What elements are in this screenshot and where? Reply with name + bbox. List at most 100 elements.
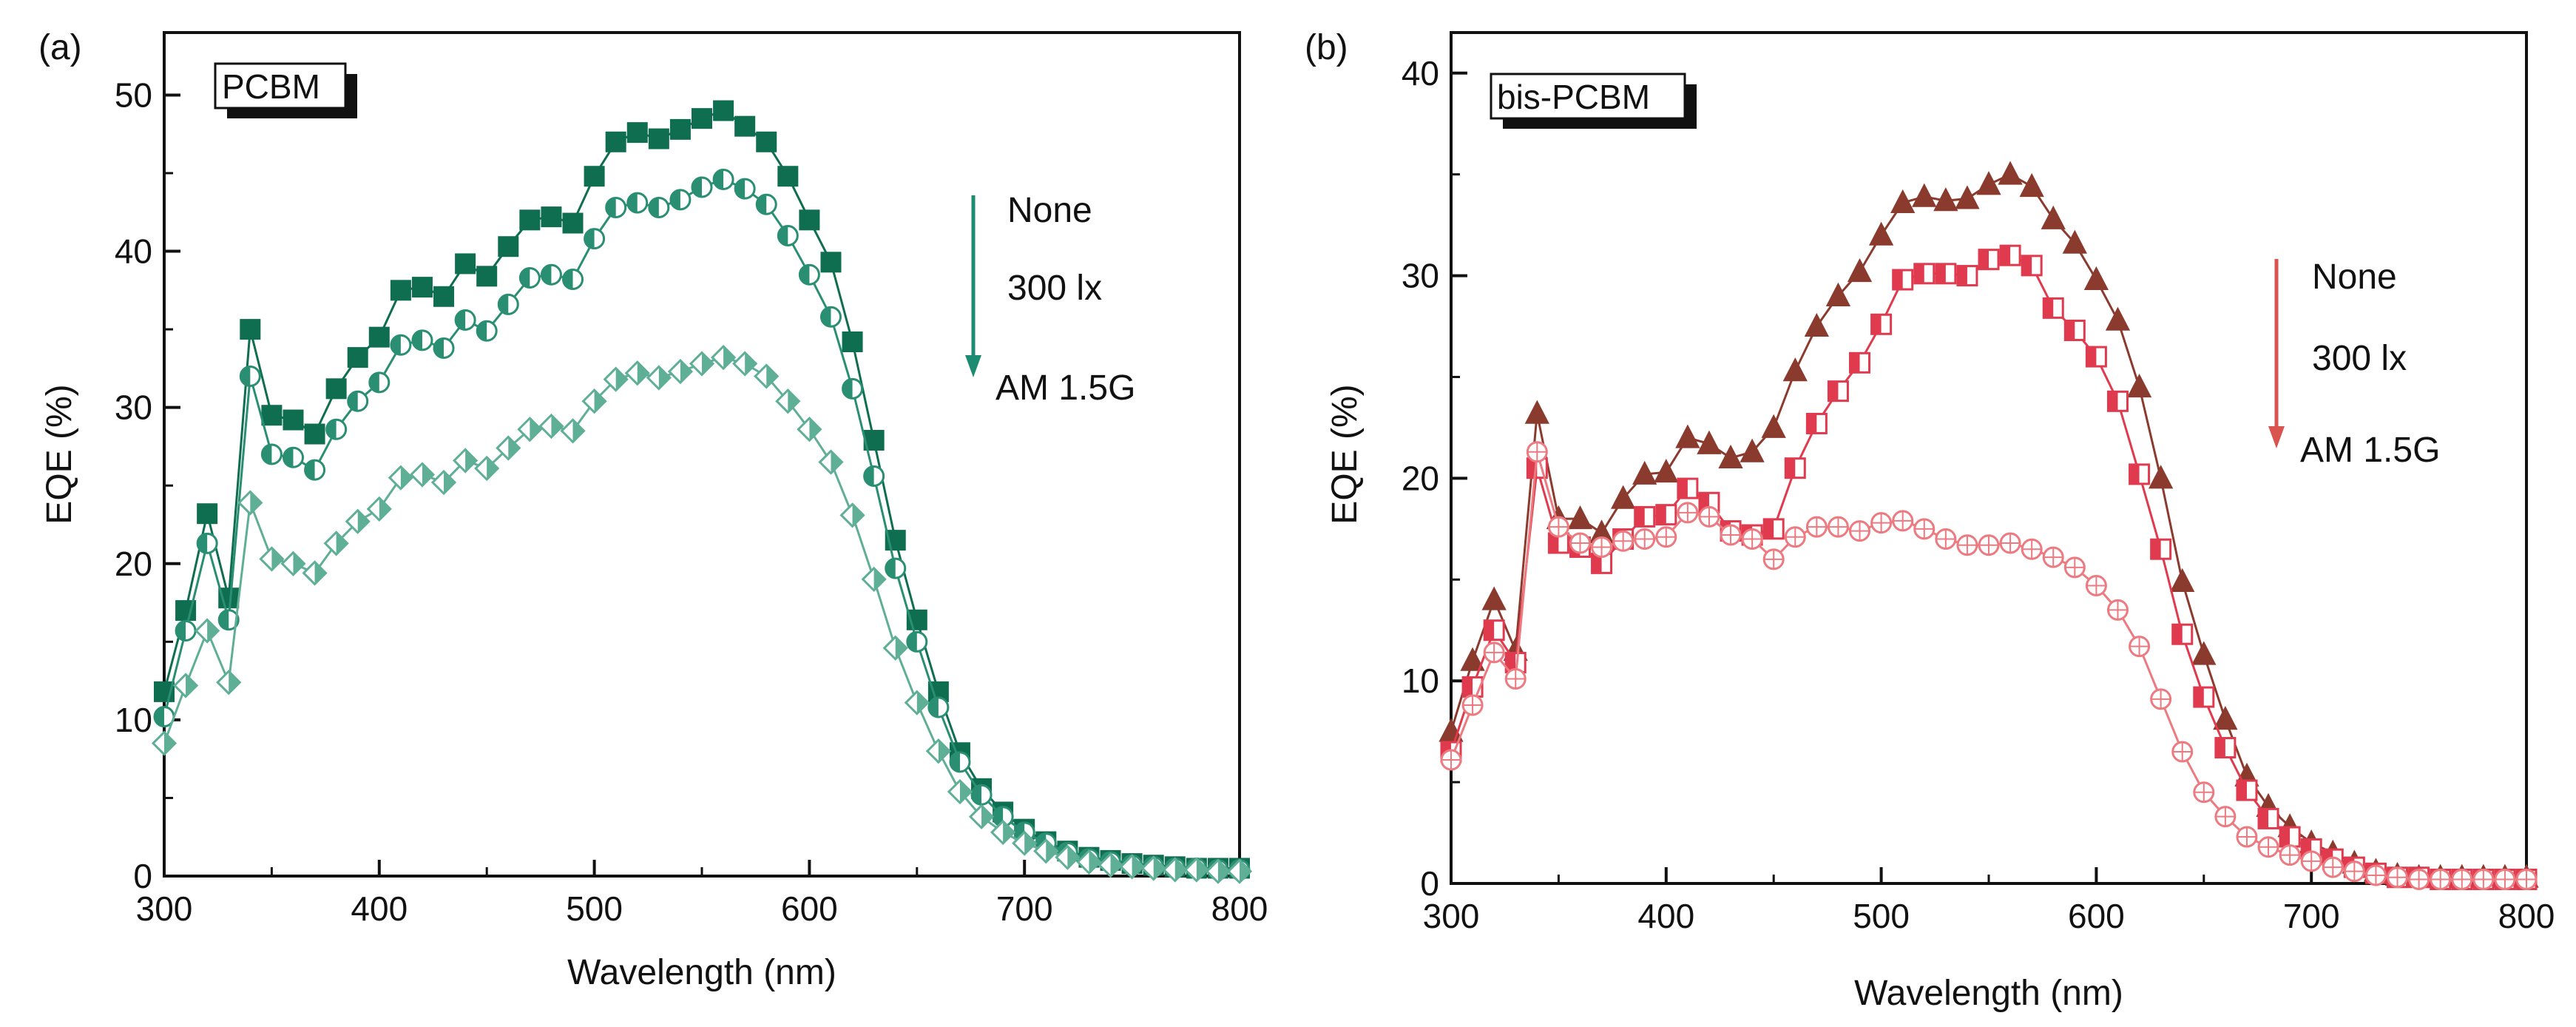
panel-a-series-300-lx-point (476, 320, 498, 342)
panel-a-legend-arrow-head (965, 355, 981, 377)
panel-b-series-am-1-5g-point (2387, 866, 2409, 889)
panel-a-series (151, 100, 1253, 884)
panel-b-series-300-lx-point (1935, 263, 1957, 285)
panel-a-series-none-point (197, 503, 218, 525)
panel-a-series-300-lx-point (734, 178, 756, 200)
panel-a-series-300-lx-point (906, 630, 928, 653)
panel-a-series-am-1-5g-point (689, 351, 715, 377)
panel-b-series-none-point (1460, 647, 1485, 671)
panel-b-series-am-1-5g-point (1698, 505, 1720, 528)
panel-a-series-am-1-5g (151, 344, 1253, 884)
panel-a-series-am-1-5g-point (732, 351, 758, 377)
panel-a-y-axis-title: EQE (%) (40, 384, 79, 524)
panel-a-series-am-1-5g-point (667, 358, 694, 385)
panel-b-series-am-1-5g-point (2236, 826, 2258, 848)
panel-b-series-none-point (2148, 465, 2174, 489)
panel-b-series-300-lx-point (1784, 457, 1806, 479)
panel-a-series-am-1-5g-point (517, 417, 543, 442)
panel-b-series-none-point (1632, 460, 1657, 485)
panel-b-series-am-1-5g-point (2343, 861, 2365, 883)
panel-a-series-300-lx-point (970, 784, 993, 806)
panel-a-series-am-1-5g-point (1098, 852, 1123, 878)
panel-b-series-am-1-5g-point (2129, 636, 2151, 658)
panel-a-series-am-1-5g-point (345, 508, 371, 534)
panel-a-legend-300lx: 300 lx (1007, 269, 1102, 308)
panel-a-plot-frame (163, 31, 1241, 878)
panel-b-series-am-1-5g-point (1892, 510, 1914, 532)
panel-a-series-300-lx-point (282, 446, 304, 468)
panel-b-series-am-1-5g-point (1612, 530, 1634, 552)
panel-b-series-none-point (1761, 414, 1786, 438)
panel-b-series-am-1-5g-point (1741, 528, 1763, 550)
panel-a-box-label: PCBM (222, 67, 320, 106)
panel-b-series (1439, 161, 2539, 891)
panel-a-series-none-point (368, 326, 390, 348)
panel-a-series-am-1-5g-point (366, 496, 392, 522)
panel-a-series-none-point (799, 209, 820, 231)
panel-a-series-300-lx-point (153, 706, 175, 728)
panel-b-series-300-lx-point (1913, 263, 1936, 285)
panel-b-series-none-point (1998, 161, 2023, 185)
panel-a-series-300-lx-point (562, 269, 584, 291)
panel-b: (b) 300 400 500 600 700 800 0 10 20 30 40 bis-PCBM… (1305, 28, 2555, 1013)
panel-b-series-none-point (2213, 706, 2238, 730)
panel-a-series-am-1-5g-point (388, 465, 414, 491)
panel-a-series-am-1-5g-point (259, 546, 285, 572)
panel-b-series-am-1-5g-point (2279, 844, 2301, 866)
panel-b-series-300-lx-point (2214, 737, 2237, 759)
panel-b-series-300-lx-point (1999, 244, 2021, 266)
panel-a-series-am-1-5g-point (990, 819, 1016, 846)
panel-b-series-300-lx-point (2129, 463, 2151, 485)
panel-b-x-tick-label: 300 (1423, 897, 1480, 935)
panel-b-series-am-1-5g-point (2364, 864, 2387, 886)
panel-a-series-none-point (347, 347, 368, 368)
panel-b-series-300-lx-point (1956, 265, 1978, 287)
panel-b-series-none-point (1825, 282, 1851, 306)
panel-b-series-am-1-5g-point (1440, 749, 1462, 771)
panel-b-series-am-1-5g-point (2214, 806, 2237, 828)
panel-b-series-300-lx-point (1870, 313, 1893, 335)
panel-b-series-none-point (1718, 444, 1743, 468)
panel-b-series-am-1-5g-point (1591, 536, 1613, 558)
panel-a-series-300-lx-point (196, 532, 218, 554)
panel-b-series-none-point (1524, 400, 1549, 424)
panel-a-y-tick-label: 30 (115, 388, 152, 427)
panel-a-series-am-1-5g-point (861, 566, 887, 593)
panel-a-series-am-1-5g-point (947, 778, 973, 805)
panel-b-series-300-lx-point (1762, 518, 1785, 540)
panel-b-series-am-1-5g-point (2063, 556, 2086, 579)
panel-a-y-tick-label: 0 (133, 857, 152, 895)
panel-a-series-none-point (584, 166, 605, 187)
panel-a-series-am-1-5g-point (452, 448, 479, 474)
panel-a-series-none-point (519, 209, 541, 231)
panel-b-y-axis-title: EQE (%) (1325, 384, 1365, 524)
panel-b-series-300-lx-point (1677, 477, 1699, 499)
panel-b-y-tick-label: 10 (1402, 661, 1439, 700)
panel-a-series-am-1-5g-point (1076, 849, 1102, 875)
panel-b-series-none-point (2126, 373, 2152, 398)
panel-a-letter: (a) (38, 28, 82, 67)
panel-b-series-none-point (1782, 357, 1808, 382)
panel-b-series-am-1-5g-point (2085, 575, 2107, 596)
panel-a-series-300-lx-point (304, 459, 326, 481)
panel-a-series-am-1-5g-point (1012, 830, 1038, 856)
panel-a-x-tick-label: 400 (351, 889, 408, 928)
panel-b-series-none-point (1567, 505, 1593, 530)
panel-a-legend-am15g: AM 1.5G (995, 368, 1135, 408)
panel-a-series-none-point (304, 423, 325, 445)
panel-b-series-300-lx-point (1634, 505, 1656, 528)
panel-a-series-300-lx-point (842, 377, 864, 400)
panel-a-series-am-1-5g-point (216, 670, 242, 696)
panel-a-legend-none: None (1007, 191, 1092, 230)
panel-b-series-am-1-5g-point (1655, 526, 1677, 548)
panel-b-series-am-1-5g-point (2042, 546, 2064, 568)
panel-a-series-am-1-5g-point (1162, 857, 1188, 883)
panel-a-series-am-1-5g-point (1205, 858, 1231, 884)
panel-a-series-none-point (756, 131, 777, 152)
panel-b-series-300-lx-point (1805, 412, 1828, 434)
panel-a-series-300-lx-point (390, 334, 412, 356)
panel-a-series-300-lx-point (712, 168, 734, 190)
panel-a-series-300-lx-point (540, 263, 562, 286)
panel-a-series-none-point (455, 253, 476, 275)
